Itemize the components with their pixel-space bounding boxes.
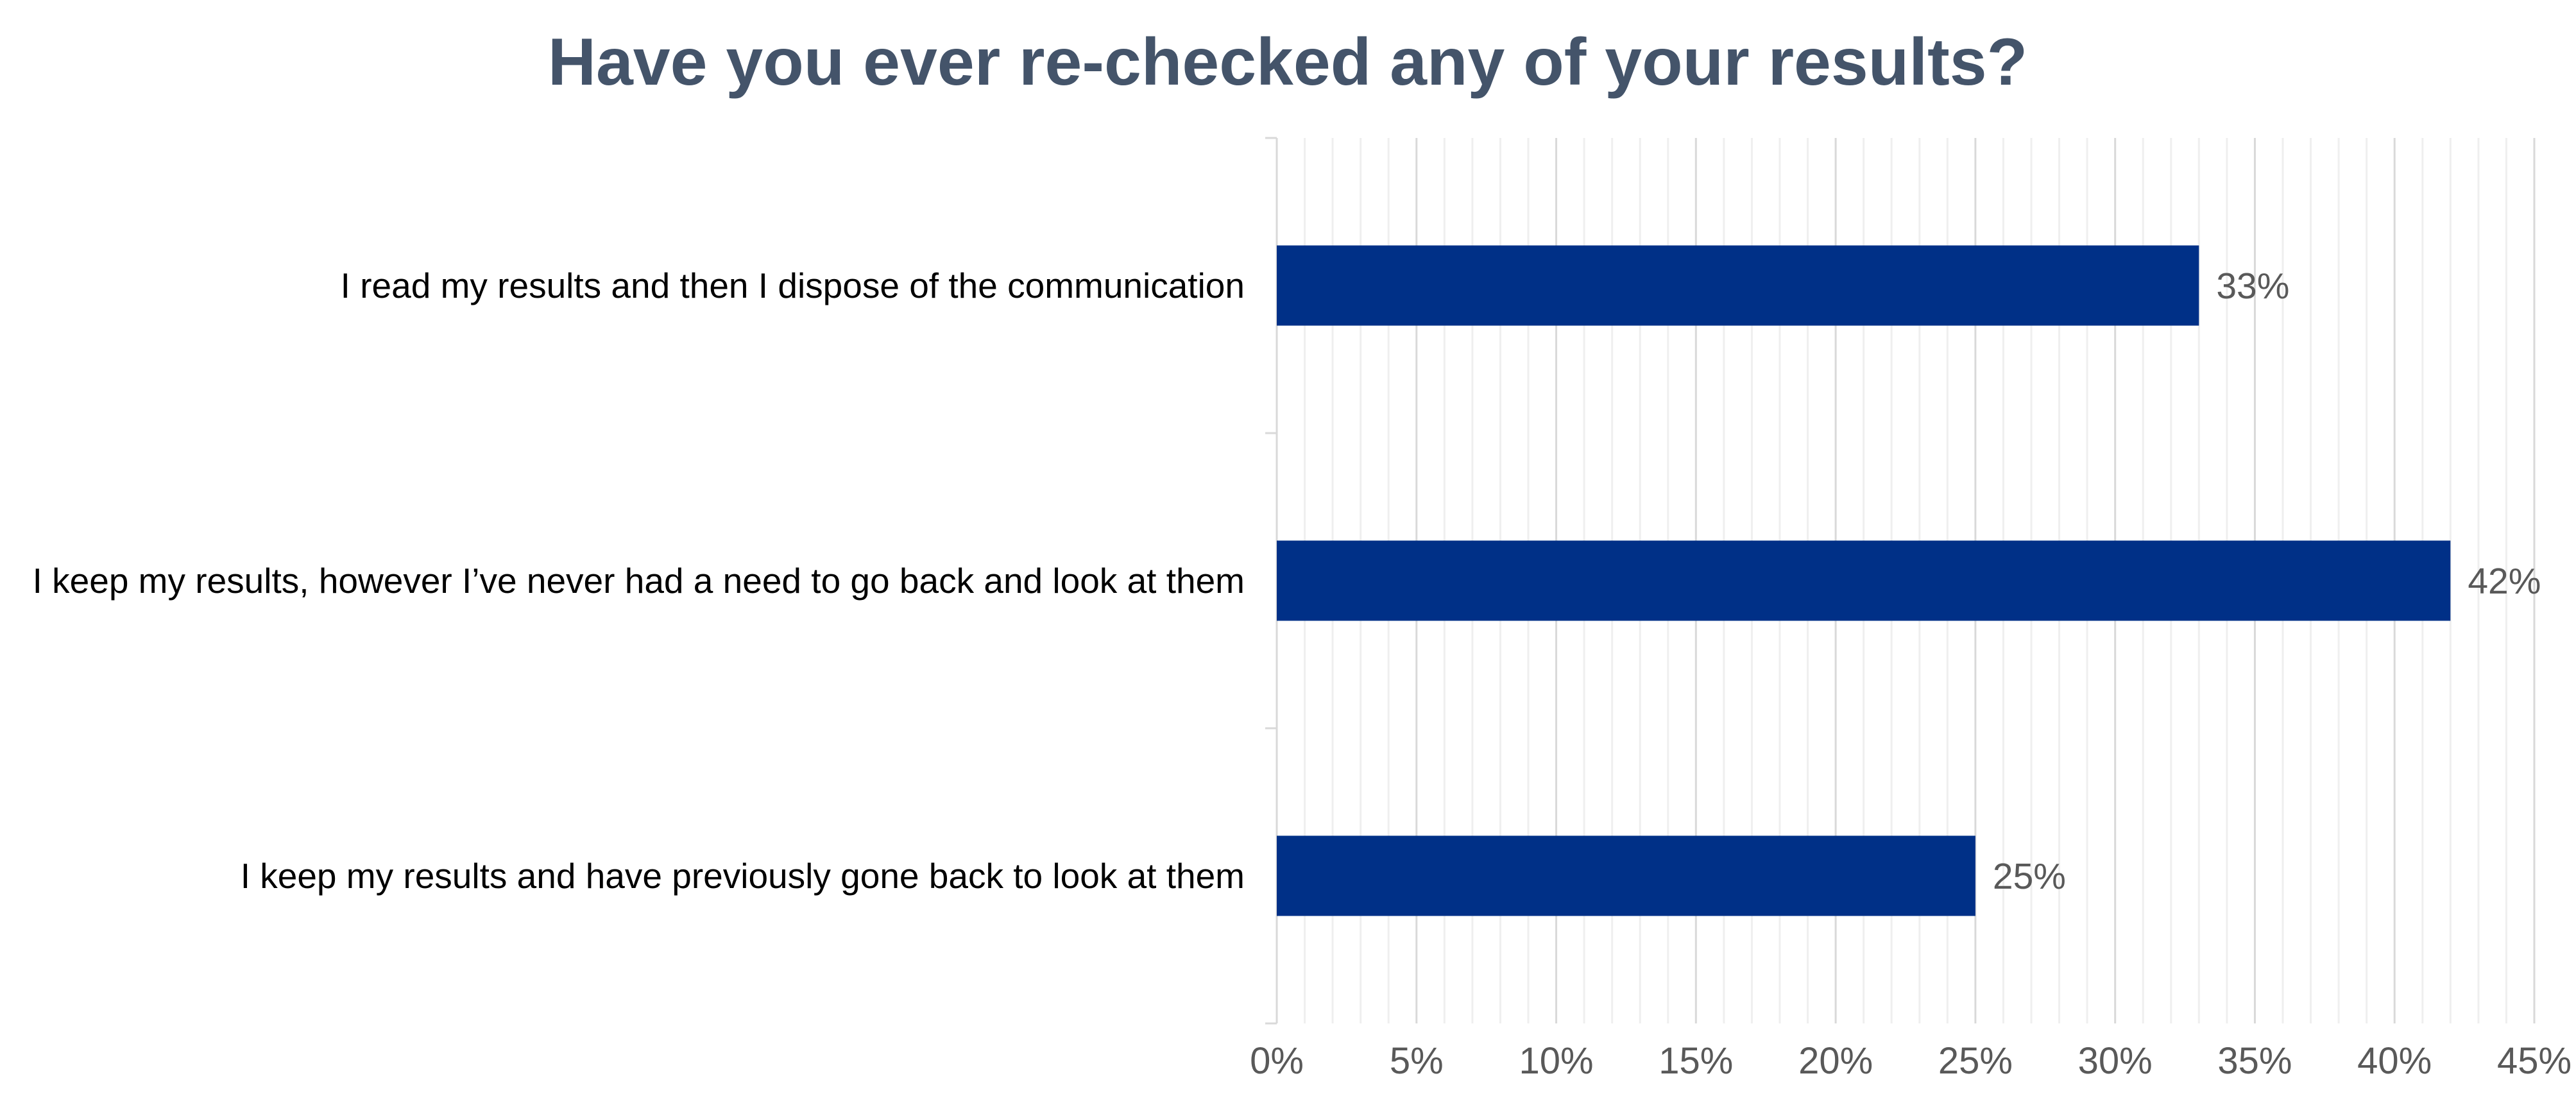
data-label: 42%	[2468, 561, 2541, 602]
labels: 0% 5% 10% 15% 20% 25% 30% 35% 40% 45% I read my re…	[33, 266, 2572, 1082]
chart-title: Have you ever re-checked any of your res…	[548, 25, 2027, 99]
x-tick-label: 25%	[1938, 1040, 2013, 1082]
x-tick-label: 20%	[1798, 1040, 1873, 1082]
x-tick-label: 40%	[2357, 1040, 2432, 1082]
x-tick-label: 30%	[2078, 1040, 2153, 1082]
axes	[1265, 137, 1278, 1025]
category-label: I read my results and then I dispose of …	[341, 266, 1245, 305]
x-tick-label: 45%	[2497, 1040, 2572, 1082]
bars	[1277, 245, 2451, 916]
x-tick-label: 0%	[1250, 1040, 1304, 1082]
x-tick-label: 5%	[1390, 1040, 1444, 1082]
data-label: 33%	[2216, 266, 2289, 307]
category-label: I keep my results and have previously go…	[241, 856, 1245, 896]
category-label: I keep my results, however I’ve never ha…	[33, 561, 1245, 601]
bar	[1277, 540, 2451, 621]
x-tick-label: 35%	[2217, 1040, 2292, 1082]
x-tick-label: 15%	[1659, 1040, 1733, 1082]
bar	[1277, 835, 1975, 916]
data-label: 25%	[1993, 856, 2066, 897]
bar	[1277, 245, 2199, 326]
x-tick-label: 10%	[1519, 1040, 1594, 1082]
